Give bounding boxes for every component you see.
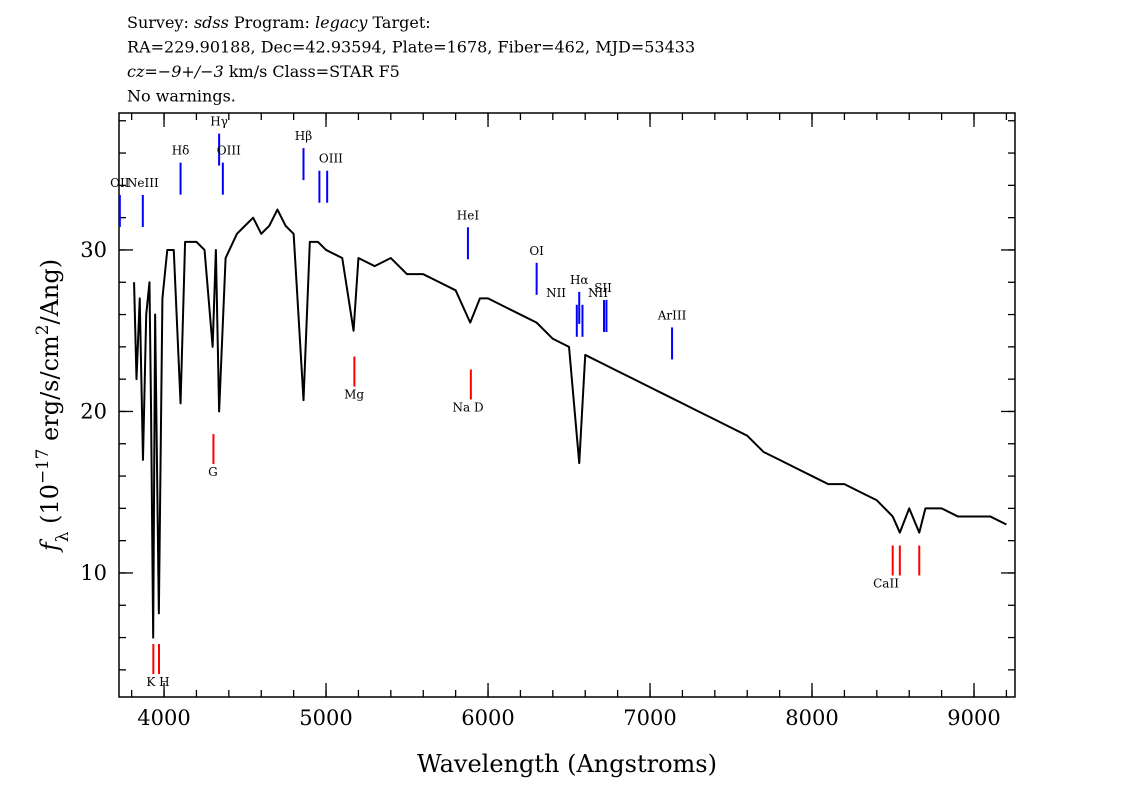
emission-label: OII bbox=[110, 176, 130, 190]
x-tick-label: 5000 bbox=[299, 706, 352, 730]
text-segment: sdss bbox=[194, 13, 229, 32]
y-tick-label: 20 bbox=[80, 399, 107, 423]
x-tick-label: 9000 bbox=[947, 706, 1000, 730]
text-segment: −17 bbox=[32, 449, 52, 484]
emission-label: NII bbox=[588, 286, 608, 300]
text-segment: RA=229.90188, Dec=42.93594, Plate=1678, … bbox=[127, 38, 695, 57]
emission-label: Hδ bbox=[172, 144, 190, 158]
title-line: Survey: sdss Program: legacy Target: bbox=[127, 13, 431, 32]
text-segment: Program: bbox=[229, 13, 315, 32]
x-tick-label: 7000 bbox=[623, 706, 676, 730]
absorption-label: CaII bbox=[873, 577, 899, 591]
x-axis-label: Wavelength (Angstroms) bbox=[417, 750, 717, 778]
y-tick-label: 10 bbox=[80, 561, 107, 585]
emission-label: Hγ bbox=[210, 115, 228, 129]
y-axis-label: fλ (10−17 erg/s/cm2/Ang) bbox=[32, 259, 72, 553]
absorption-label: Na D bbox=[453, 400, 484, 414]
text-segment: λ bbox=[52, 531, 72, 542]
emission-label: ArIII bbox=[657, 308, 687, 322]
text-segment: −9+/−3 bbox=[158, 62, 224, 81]
text-segment: 2 bbox=[32, 325, 52, 336]
emission-label: OI bbox=[529, 244, 544, 258]
absorption-label: K H bbox=[146, 675, 169, 689]
x-tick-label: 4000 bbox=[137, 706, 190, 730]
emission-label: Hβ bbox=[295, 129, 312, 143]
x-tick-label: 8000 bbox=[785, 706, 838, 730]
text-segment: Target: bbox=[367, 13, 430, 32]
x-tick-label: 6000 bbox=[461, 706, 514, 730]
text-segment: = bbox=[144, 62, 157, 81]
text-segment: No warnings. bbox=[127, 87, 236, 106]
emission-label: HeI bbox=[457, 208, 480, 222]
title-line: RA=229.90188, Dec=42.93594, Plate=1678, … bbox=[127, 38, 695, 57]
emission-label: NII bbox=[546, 286, 566, 300]
y-tick-label: 30 bbox=[80, 238, 107, 262]
emission-label: SII bbox=[594, 281, 612, 295]
text-segment: km/s Class=STAR F5 bbox=[224, 62, 400, 81]
text-segment: legacy bbox=[315, 13, 368, 32]
text-segment: /Ang) bbox=[36, 259, 64, 325]
text-segment: Survey: bbox=[127, 13, 194, 32]
plot-frame bbox=[118, 112, 1016, 698]
absorption-label: Mg bbox=[344, 388, 364, 402]
absorption-label: G bbox=[208, 465, 218, 479]
emission-label: OIII bbox=[319, 152, 343, 166]
text-segment: (10 bbox=[36, 484, 64, 532]
emission-label: Hα bbox=[570, 273, 589, 287]
spectrum-line bbox=[133, 208, 1007, 639]
emission-label: OIII bbox=[217, 144, 241, 158]
text-segment: cz bbox=[127, 62, 145, 81]
text-segment: erg/s/cm bbox=[36, 335, 64, 449]
title-line: cz=−9+/−3 km/s Class=STAR F5 bbox=[127, 62, 400, 81]
emission-label: NeIII bbox=[127, 176, 159, 190]
title-line: No warnings. bbox=[127, 87, 236, 106]
